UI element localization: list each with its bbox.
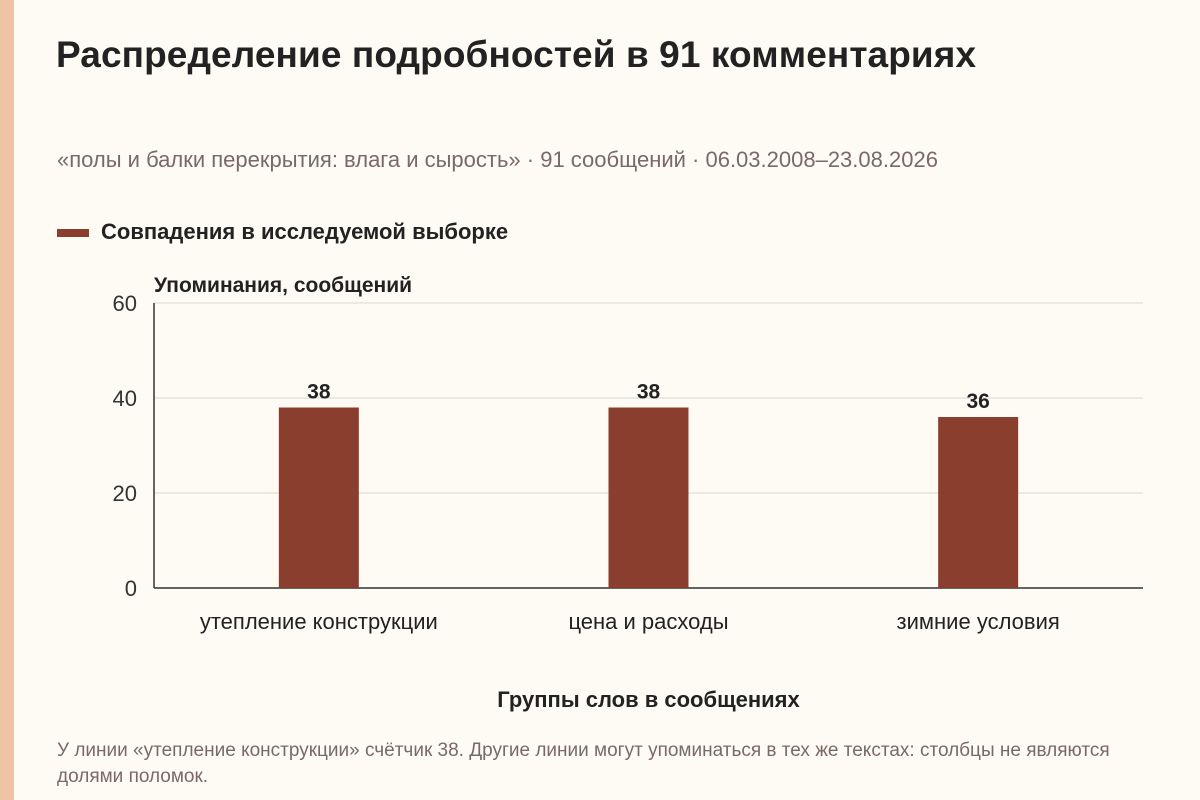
x-tick-label: утепление конструкции — [200, 609, 438, 634]
data-label: 36 — [966, 390, 989, 413]
bars — [278, 407, 1019, 588]
accent-bar — [0, 0, 14, 800]
y-tick-label: 60 — [113, 291, 137, 316]
x-tick-label: зимние условия — [897, 609, 1060, 634]
x-tick-label: цена и расходы — [568, 609, 728, 634]
legend: Совпадения в исследуемой выборке — [57, 219, 508, 245]
data-label: 38 — [637, 381, 661, 404]
x-axis-title: Группы слов в сообщениях — [497, 687, 800, 712]
bar — [608, 407, 689, 588]
y-tick-label: 40 — [113, 386, 137, 411]
chart-footnote: У линии «утепление конструкции» счётчик … — [57, 740, 1110, 787]
chart-subtitle: «полы и балки перекрытия: влага и сырост… — [57, 147, 938, 172]
y-tick-label: 20 — [113, 481, 137, 506]
legend-label: Совпадения в исследуемой выборке — [101, 219, 509, 244]
y-tick-label: 0 — [125, 576, 137, 601]
page-title: Распределение подробностей в 91 коммента… — [56, 34, 977, 75]
labels: 0 20 40 60 Упоминания, сообщений 38 утепление … — [113, 274, 1060, 712]
y-axis-title: Упоминания, сообщений — [154, 274, 412, 297]
bar — [938, 417, 1019, 588]
bar — [278, 407, 359, 588]
legend-swatch — [57, 229, 89, 237]
data-label: 38 — [307, 381, 331, 404]
